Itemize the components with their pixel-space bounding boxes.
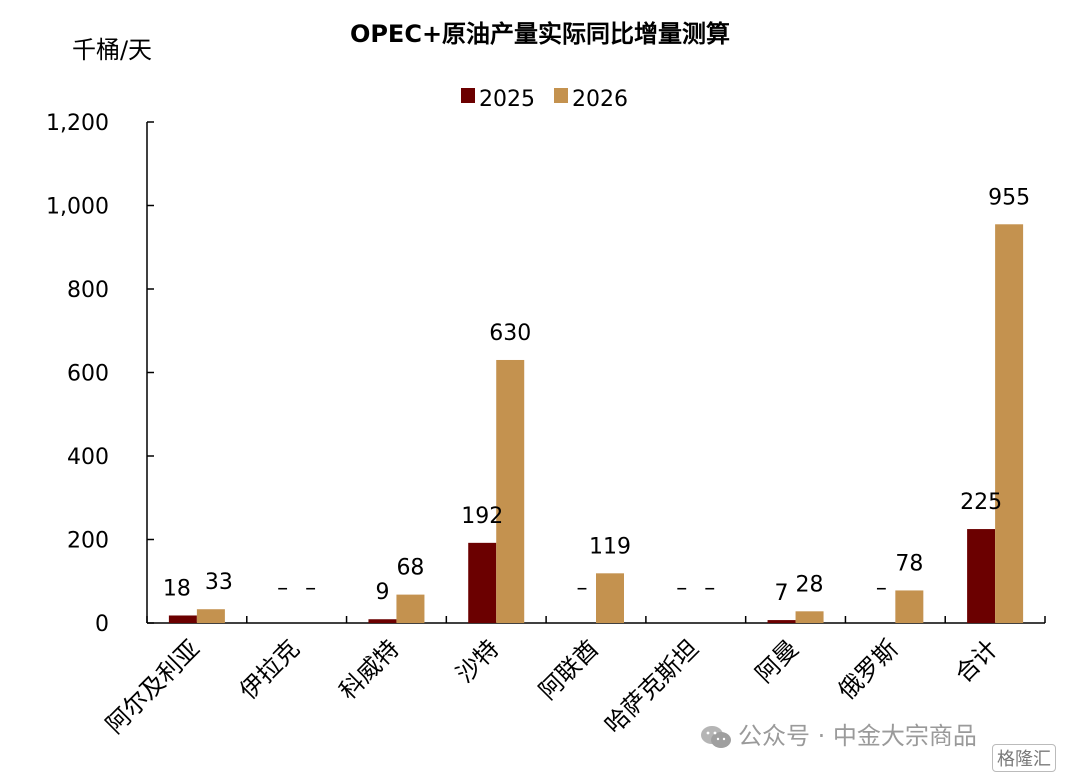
y-tick-label: 200: [67, 529, 109, 554]
bar-2026: [795, 611, 824, 623]
x-tick-label: 俄罗斯: [833, 634, 904, 705]
bar-2026: [196, 609, 225, 623]
y-tick-label: 1,000: [46, 195, 109, 220]
missing-marker: –: [704, 576, 715, 601]
bar-2025: [468, 542, 497, 623]
bars: [168, 224, 1024, 623]
data-label: 955: [988, 185, 1030, 210]
legend: 2025 2026: [461, 87, 628, 112]
source-badge: 格隆汇: [992, 744, 1056, 772]
data-label: 33: [205, 570, 233, 595]
x-tick-label: 哈萨克斯坦: [599, 634, 704, 739]
x-tick-label: 阿曼: [750, 634, 804, 688]
data-label: 9: [375, 580, 389, 605]
chart-title: OPEC+原油产量实际同比增量测算: [350, 20, 730, 48]
missing-marker: –: [676, 576, 687, 601]
missing-marker: –: [305, 576, 316, 601]
missing-marker: –: [577, 576, 588, 601]
data-label: 28: [796, 572, 824, 597]
data-label: 78: [895, 551, 923, 576]
y-tick-label: 800: [67, 278, 109, 303]
bar-2025: [767, 620, 796, 623]
x-tick-label: 沙特: [451, 634, 505, 688]
x-tick-label: 合计: [950, 634, 1004, 688]
bar-2025: [368, 619, 397, 623]
y-tick-label: 1,200: [46, 111, 109, 136]
y-tick-label: 600: [67, 362, 109, 387]
watermark-text: 公众号 · 中金大宗商品: [738, 722, 977, 750]
y-unit-label: 千桶/天: [72, 36, 152, 64]
bar-2025: [168, 615, 197, 623]
missing-marker: –: [277, 576, 288, 601]
legend-swatch: [554, 88, 568, 103]
bar-2026: [496, 359, 525, 623]
data-label: 119: [589, 534, 631, 559]
y-tick-label: 400: [67, 445, 109, 470]
y-tick-label: 0: [95, 612, 109, 637]
wechat-icon: [701, 726, 731, 748]
x-tick-label: 伊拉克: [234, 634, 305, 705]
data-label: 7: [775, 581, 789, 606]
bar-2026: [995, 224, 1024, 623]
missing-marker: –: [876, 576, 887, 601]
x-tick-label: 阿联酋: [534, 634, 605, 705]
legend-label: 2025: [479, 87, 535, 112]
bar-2026: [895, 590, 924, 623]
x-tick-label: 科威特: [334, 634, 405, 705]
bar-2025: [967, 529, 996, 623]
bar-2026: [396, 594, 425, 623]
data-label: 68: [396, 556, 424, 581]
data-label: 630: [489, 321, 531, 346]
x-tick-label: 阿尔及利亚: [100, 634, 205, 739]
data-label: 192: [461, 504, 503, 529]
watermark: 公众号 · 中金大宗商品: [700, 716, 977, 751]
data-label: 225: [960, 490, 1002, 515]
legend-label: 2026: [572, 87, 628, 112]
axes: 0 200 400 600 800 1,000 1,200 阿尔及利亚 伊拉克 科威特 沙特 阿联酋哈…: [46, 111, 1046, 739]
bar-2026: [596, 573, 624, 623]
data-label: 18: [163, 576, 191, 601]
legend-swatch: [461, 88, 475, 103]
